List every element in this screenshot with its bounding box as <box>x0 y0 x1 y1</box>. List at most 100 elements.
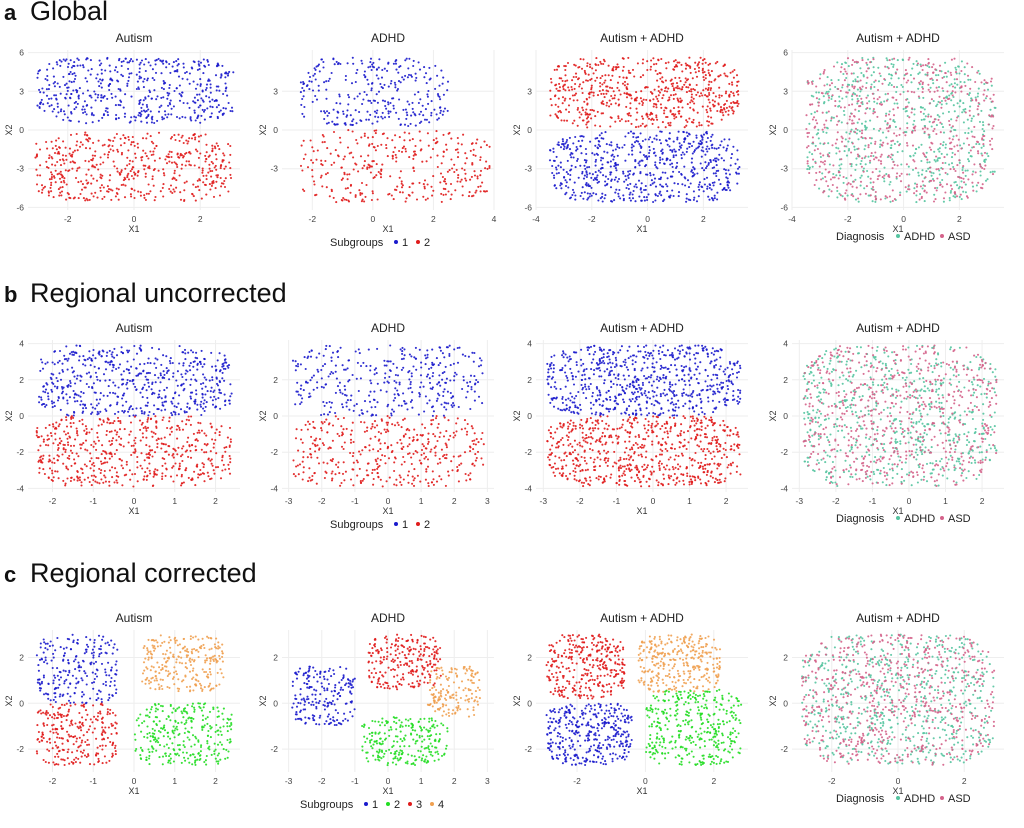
data-point <box>987 123 990 126</box>
data-point <box>72 444 76 447</box>
data-point <box>723 63 726 66</box>
data-point <box>351 123 354 126</box>
data-point <box>681 70 684 73</box>
data-point <box>956 102 959 105</box>
data-point <box>154 195 157 199</box>
data-point <box>574 92 578 95</box>
data-point <box>859 162 862 165</box>
data-point <box>383 100 387 103</box>
data-point <box>880 162 883 165</box>
data-point <box>343 171 346 174</box>
data-point <box>876 102 879 105</box>
data-point <box>99 163 102 166</box>
data-point <box>874 151 877 154</box>
data-point <box>157 57 160 60</box>
data-point <box>392 62 395 65</box>
data-point <box>822 95 825 98</box>
data-point <box>222 107 225 110</box>
data-point <box>144 58 147 61</box>
data-point <box>50 388 53 391</box>
data-point <box>190 378 193 381</box>
data-point <box>571 88 574 91</box>
data-point <box>96 481 99 484</box>
data-point <box>65 93 68 96</box>
data-point <box>953 110 956 113</box>
data-point <box>38 148 42 151</box>
data-point <box>229 153 232 156</box>
data-point <box>935 189 938 192</box>
data-point <box>837 147 840 150</box>
data-point <box>935 155 938 158</box>
data-point <box>90 182 93 185</box>
data-point <box>50 400 53 403</box>
data-point <box>227 467 231 470</box>
data-point <box>580 67 584 70</box>
data-point <box>323 117 326 121</box>
data-point <box>135 58 138 61</box>
data-point <box>975 184 978 187</box>
data-point <box>665 67 668 70</box>
data-point <box>821 177 824 180</box>
data-point <box>680 63 683 66</box>
data-point <box>558 82 561 85</box>
data-point <box>932 179 935 182</box>
data-point <box>443 178 447 181</box>
data-point <box>333 161 336 164</box>
data-point <box>913 187 916 190</box>
data-point <box>837 87 840 91</box>
data-point <box>572 156 575 159</box>
data-point <box>212 181 215 184</box>
data-point <box>976 95 979 98</box>
data-point <box>213 166 216 169</box>
data-point <box>211 365 214 368</box>
data-point <box>922 118 925 121</box>
data-point <box>589 108 592 112</box>
data-point <box>966 169 969 172</box>
data-point <box>693 167 696 170</box>
data-point <box>136 80 139 83</box>
data-point <box>838 100 841 103</box>
data-point <box>706 150 709 153</box>
data-point <box>367 144 371 147</box>
data-point <box>891 58 894 61</box>
data-point <box>623 84 626 87</box>
data-point <box>320 110 323 113</box>
data-point <box>223 185 227 189</box>
data-point <box>69 59 72 62</box>
data-point <box>726 181 729 184</box>
data-point <box>927 62 930 65</box>
data-point <box>832 116 835 119</box>
data-point <box>841 83 844 87</box>
data-point <box>413 152 417 156</box>
data-point <box>652 118 655 121</box>
data-point <box>87 140 90 143</box>
data-point <box>476 138 479 141</box>
data-point <box>170 150 173 154</box>
data-point <box>131 473 134 476</box>
data-point <box>145 137 148 140</box>
data-point <box>115 367 118 371</box>
data-point <box>655 62 658 65</box>
data-point <box>653 102 656 105</box>
data-point <box>395 160 398 163</box>
data-point <box>209 105 212 108</box>
data-point <box>890 74 894 77</box>
data-point <box>376 198 379 201</box>
data-point <box>627 170 630 173</box>
data-point <box>629 130 633 133</box>
data-point <box>199 422 202 425</box>
data-point <box>934 68 937 71</box>
data-point <box>956 116 959 119</box>
data-point <box>147 385 151 388</box>
data-point <box>54 94 58 97</box>
data-point <box>122 60 125 63</box>
data-point <box>126 349 129 352</box>
data-point <box>442 193 445 196</box>
data-point <box>370 101 373 105</box>
data-point <box>613 199 616 202</box>
data-point <box>75 106 78 109</box>
data-point <box>460 143 463 146</box>
data-point <box>585 152 588 156</box>
data-point <box>571 94 574 97</box>
data-point <box>930 125 933 128</box>
